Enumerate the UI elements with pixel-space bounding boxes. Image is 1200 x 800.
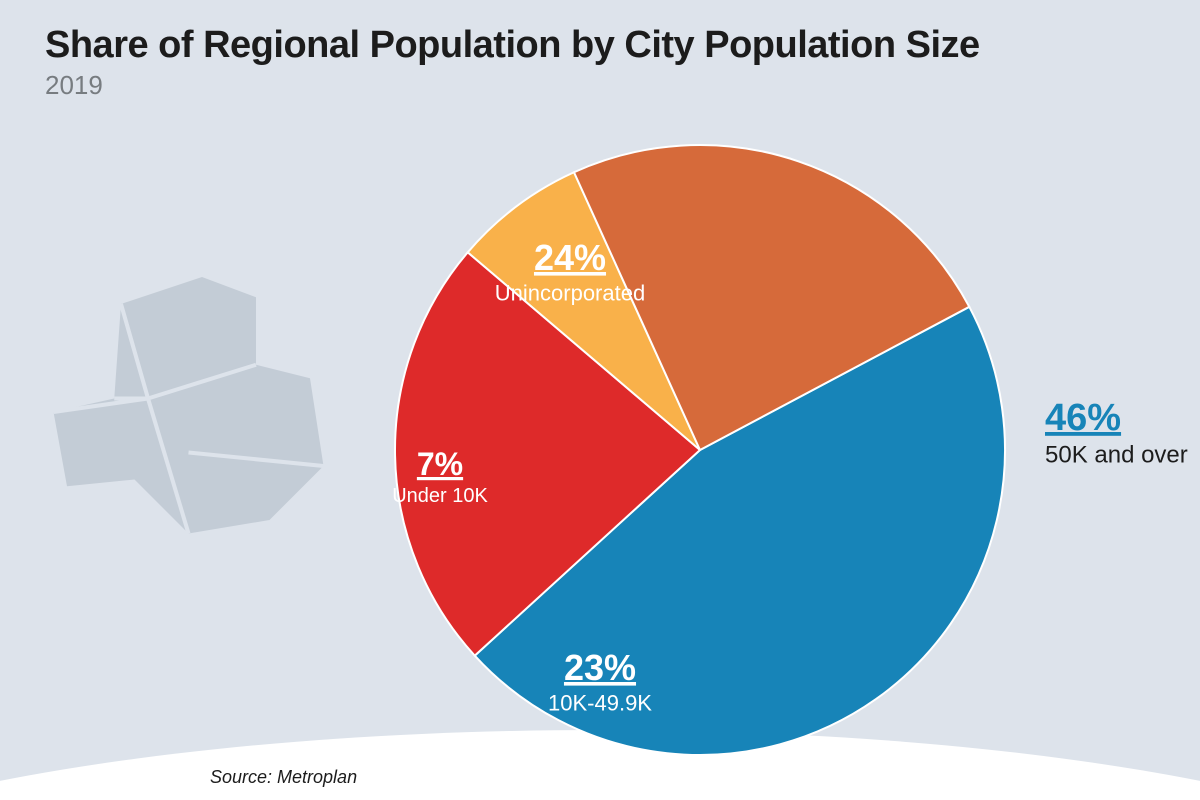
- slice-pct: 46%: [1045, 397, 1121, 439]
- slice-pct: 7%: [417, 446, 463, 482]
- chart-svg: 46%50K and over 23% 10K-49.9K 7% Under 10K 24…: [0, 0, 1200, 800]
- slice-label: Unincorporated: [495, 281, 645, 306]
- pie-chart: [395, 145, 1005, 755]
- chart-subtitle: 2019: [45, 70, 103, 101]
- chart-source: Source: Metroplan: [210, 767, 357, 788]
- chart-title: Share of Regional Population by City Pop…: [45, 24, 980, 67]
- chart-stage: 46%50K and over 23% 10K-49.9K 7% Under 10K 24…: [0, 0, 1200, 800]
- slice-label: 10K-49.9K: [548, 691, 652, 716]
- slice-pct: 23%: [564, 647, 636, 688]
- slice-label: 50K and over: [1045, 441, 1188, 468]
- slice-label: Under 10K: [392, 485, 488, 507]
- slice-pct: 24%: [534, 237, 606, 278]
